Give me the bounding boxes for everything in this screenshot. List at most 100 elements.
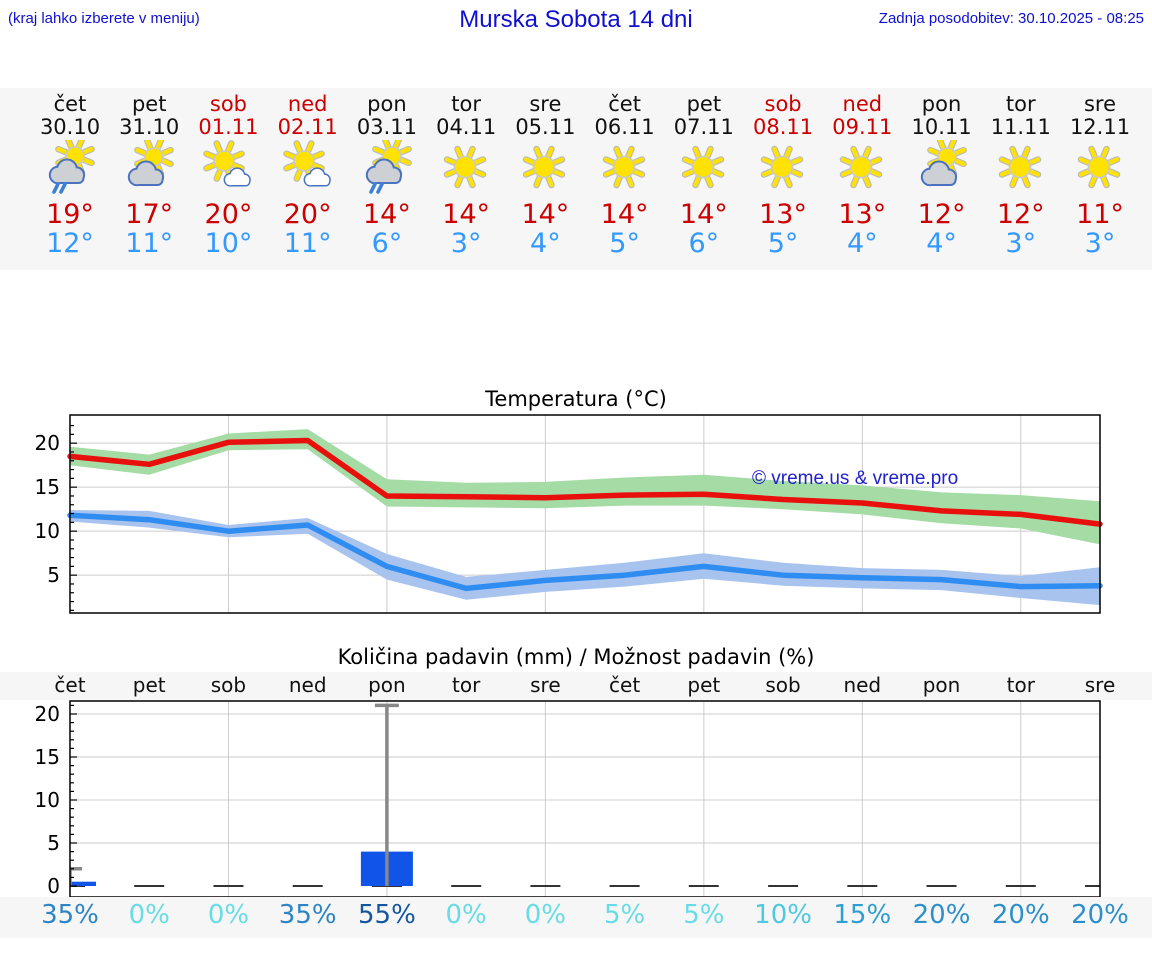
precip-probability-1: 0%	[128, 900, 170, 930]
day-name: sob	[764, 92, 802, 116]
day-name: sre	[529, 92, 562, 116]
forecast-strip: čet 30.10 19° 12° pet 31.10 17° 11° sob 01.11 20° 1…	[0, 88, 1152, 270]
day-date: 08.11	[753, 115, 814, 139]
day-date: 01.11	[198, 115, 259, 139]
day-name: pet	[686, 92, 722, 116]
day-date: 31.10	[119, 115, 180, 139]
precipitation-chart-title: Količina padavin (mm) / Možnost padavin …	[337, 645, 815, 669]
high-temperature: 19°	[46, 199, 94, 230]
low-temperature: 5°	[767, 228, 799, 259]
forecast-day-5: tor 04.11 14° 3°	[424, 88, 508, 259]
precip-probability-6: 0%	[524, 900, 566, 930]
day-date: 03.11	[356, 115, 417, 139]
day-name: ned	[287, 92, 328, 116]
low-temperature: 5°	[609, 228, 640, 259]
day-date: 09.11	[832, 115, 893, 139]
low-temperature: 4°	[926, 228, 957, 259]
forecast-day-7: čet 06.11 14° 5°	[583, 88, 667, 259]
high-temperature: 20°	[283, 199, 332, 230]
day-name: čet	[608, 92, 641, 116]
forecast-day-2: sob 01.11 20° 10°	[186, 88, 270, 259]
forecast-day-9: sob 08.11 13° 5°	[741, 88, 825, 259]
forecast-day-6: sre 05.11 14° 4°	[503, 88, 587, 259]
precip-probability-0: 35%	[41, 900, 99, 930]
high-temperature: 13°	[838, 199, 887, 230]
precip-probability-2: 0%	[207, 900, 250, 930]
forecast-day-4: pon 03.11 14° 6°	[345, 88, 429, 259]
low-temperature: 4°	[530, 228, 561, 259]
low-temperature: 6°	[371, 228, 403, 259]
svg-text:0: 0	[47, 874, 60, 898]
low-temperature: 10°	[204, 228, 253, 259]
svg-text:20: 20	[35, 431, 60, 455]
precip-day-label-3: ned	[288, 673, 327, 697]
day-name: tor	[451, 92, 481, 116]
weather-icon-wrap	[28, 136, 112, 198]
svg-text:20: 20	[35, 702, 60, 726]
svg-text:15: 15	[35, 745, 60, 769]
weather-icon-wrap	[662, 140, 746, 198]
svg-text:10: 10	[35, 519, 60, 543]
forecast-day-11: pon 10.11 12° 4°	[900, 88, 984, 259]
sun-icon	[602, 145, 645, 189]
last-update-label: Zadnja posodobitev: 30.10.2025 - 08:25	[878, 10, 1144, 27]
low-temperature: 4°	[846, 228, 878, 259]
weather-icon-wrap	[503, 140, 587, 198]
low-temperature: 3°	[1084, 228, 1116, 259]
day-name: pon	[367, 92, 407, 116]
high-temperature: 13°	[759, 199, 807, 230]
low-temperature: 11°	[283, 228, 332, 259]
weather-icon-wrap	[266, 140, 350, 198]
svg-text:10: 10	[35, 788, 60, 812]
day-name: sob	[209, 92, 248, 116]
forecast-day-10: ned 09.11 13° 4°	[820, 88, 904, 259]
forecast-day-3: ned 02.11 20° 11°	[266, 88, 350, 259]
precip-day-label-13: sre	[1084, 673, 1116, 697]
day-name: pon	[921, 92, 962, 116]
precip-probability-4: 55%	[358, 900, 416, 930]
forecast-day-8: pet 07.11 14° 6°	[662, 88, 746, 259]
high-temperature: 14°	[679, 199, 728, 230]
forecast-day-12: tor 11.11 12° 3°	[979, 88, 1063, 259]
precip-day-label-9: sob	[765, 673, 801, 697]
weather-icon-wrap	[186, 140, 270, 198]
svg-text:15: 15	[35, 475, 60, 499]
sun-cloud-icon	[128, 137, 175, 187]
sun-small-cloud-icon	[282, 140, 331, 187]
day-date: 05.11	[515, 115, 576, 139]
precip-day-label-10: ned	[843, 673, 882, 697]
weather-icon-wrap	[1058, 140, 1142, 198]
high-temperature: 12°	[917, 199, 966, 230]
sun-icon	[760, 145, 804, 189]
high-temperature: 14°	[362, 199, 411, 230]
sun-cloud-icon	[920, 137, 967, 187]
day-name: ned	[842, 92, 883, 116]
precipitation-probability-row: 35% 0% 0% 35% 55% 0% 0% 5% 5% 10% 15% 20% 20% 20%	[0, 897, 1152, 938]
weather-icon-wrap	[741, 140, 825, 198]
low-temperature: 11°	[125, 228, 174, 259]
day-date: 06.11	[594, 115, 655, 139]
high-temperature: 12°	[996, 199, 1045, 230]
precip-day-label-7: čet	[609, 673, 641, 697]
sun-icon	[840, 145, 883, 189]
weather-icon-wrap	[345, 136, 429, 198]
precip-probability-3: 35%	[278, 900, 337, 930]
sun-icon	[1077, 145, 1121, 189]
precip-probability-10: 15%	[833, 900, 892, 930]
precip-probability-11: 20%	[912, 900, 971, 930]
day-name: tor	[1005, 92, 1036, 116]
precip-probability-9: 10%	[754, 900, 812, 930]
day-date: 12.11	[1069, 115, 1131, 139]
temperature-chart: 5 10 15 20 © vreme.us & vreme.pro	[0, 410, 1152, 622]
day-date: 04.11	[436, 115, 497, 139]
low-temperature: 3°	[1005, 228, 1037, 259]
precip-probability-5: 0%	[445, 900, 487, 930]
low-temperature: 12°	[46, 228, 94, 259]
precip-day-label-1: pet	[132, 673, 166, 697]
day-date: 02.11	[277, 115, 338, 139]
precipitation-day-labels: čet pet sob ned pon tor sre čet pet sob ned pon tor s…	[0, 672, 1152, 700]
sun-icon	[523, 145, 566, 189]
forecast-day-13: sre 12.11 11° 3°	[1058, 88, 1142, 259]
day-name: sre	[1083, 92, 1117, 116]
